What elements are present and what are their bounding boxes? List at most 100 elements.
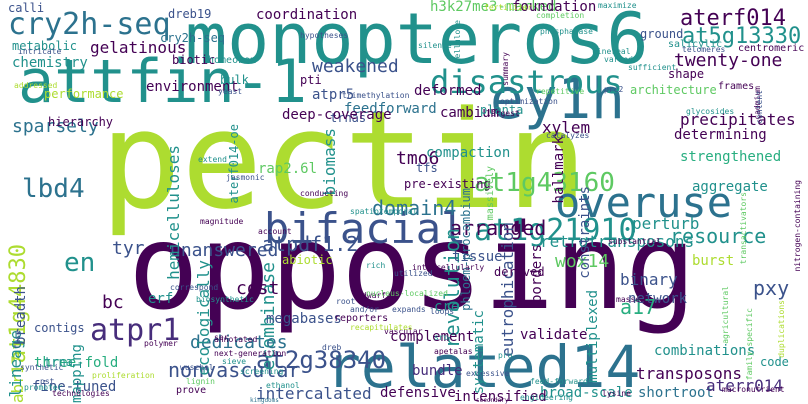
cloud-word: utilized (394, 269, 433, 278)
cloud-word: atpdf1.2 (262, 232, 359, 256)
cloud-word: technologies (52, 389, 110, 398)
cloud-word: apetalas (434, 347, 473, 356)
cloud-word: precipitates (680, 110, 796, 129)
cloud-word: hallmark (551, 136, 567, 204)
cloud-word: intricate (18, 47, 62, 56)
cloud-word: substantial (608, 237, 661, 246)
cloud-word: masse (616, 295, 641, 304)
cloud-word: cellulose (453, 20, 462, 64)
cloud-word: tfs (416, 161, 438, 175)
cloud-word: promoter (24, 383, 63, 392)
cloud-word: correspond (170, 283, 219, 292)
cloud-word: biosynthetic (196, 295, 254, 304)
cloud-word: expands (392, 305, 426, 314)
cloud-word: complement (390, 329, 475, 345)
cloud-word: family-specific (745, 308, 754, 381)
cloud-word: nonvascular (168, 358, 301, 382)
cloud-word: nucleus-localized (366, 289, 448, 298)
cloud-word: contigs (34, 321, 85, 335)
cloud-word: catalyzes (546, 131, 590, 140)
cloud-word: proliferation (92, 371, 155, 380)
cloud-word: hierarchy (48, 115, 114, 129)
cloud-word: bulk (220, 73, 249, 87)
cloud-word: maximize (598, 1, 637, 10)
cloud-word: xylem (542, 118, 591, 137)
cloud-word: root (336, 297, 356, 306)
cloud-word: tyr (112, 238, 145, 259)
cloud-word: at5g13330 (682, 24, 802, 49)
cloud-word: largest (486, 109, 520, 118)
cloud-word: shape (668, 67, 705, 81)
cloud-word: perturb (632, 214, 700, 233)
cloud-word: pti (300, 73, 322, 87)
cloud-word: synthetic (20, 363, 64, 372)
cloud-word: phosphatase (540, 27, 593, 36)
cloud-word: coordination (256, 7, 358, 23)
cloud-word: pro (498, 351, 513, 360)
cloud-word: systematic (471, 310, 487, 395)
cloud-word: completion (536, 11, 585, 20)
cloud-word: aggregate (692, 179, 768, 195)
cloud-word: conducting (300, 189, 349, 198)
cloud-word: agricultural (721, 286, 730, 344)
cloud-word: lbd4 (22, 174, 85, 204)
cloud-word: massively (485, 166, 496, 221)
cloud-word: engineering (520, 393, 573, 402)
cloud-word: burst (692, 253, 735, 269)
cloud-word: cry2h-seq (8, 7, 171, 42)
cloud-word: centromeric (738, 43, 805, 54)
cloud-word: architecture (630, 83, 717, 97)
cloud-word: ey1h (490, 67, 625, 132)
cloud-word: determining (674, 127, 767, 143)
cloud-word: cinereal (592, 47, 631, 56)
cloud-word: opposing (128, 198, 697, 336)
cloud-word: loops (430, 307, 455, 316)
cloud-word: resource (670, 224, 767, 248)
cloud-word: repetitive (536, 87, 585, 96)
cloud-word: silence (418, 41, 452, 50)
cloud-word: en (64, 248, 96, 278)
cloud-word: disastrous (430, 63, 623, 101)
cloud-word: dreb (322, 343, 342, 352)
cloud-word: code (760, 355, 789, 369)
cloud-word: deformed (414, 83, 482, 99)
cloud-word: atpr5 (312, 87, 355, 103)
cloud-word: sufficient (628, 63, 677, 72)
cloud-word: vascular (384, 327, 423, 336)
cloud-word: network (628, 291, 688, 307)
cloud-word: intracellularly (412, 263, 485, 272)
cloud-word: prc2 (604, 85, 624, 94)
cloud-word: compaction (426, 145, 511, 161)
cloud-word: nitrogen-containing (793, 180, 802, 272)
cloud-word: wox14 (555, 251, 610, 272)
cloud-word: ser (214, 333, 229, 342)
cloud-word: extend (198, 155, 227, 164)
cloud-word: ecologically (194, 260, 213, 376)
cloud-word: binary (620, 270, 678, 289)
cloud-word: optimization (500, 97, 558, 106)
cloud-word: metabolic (12, 39, 78, 53)
cloud-word: yeast (218, 87, 243, 96)
cloud-word: addressed (14, 81, 58, 90)
cloud-word: feedforward (344, 101, 437, 117)
cloud-word: attfin-1 (18, 47, 307, 117)
cloud-word: weakened (312, 56, 399, 77)
cloud-word: account (258, 227, 292, 236)
cloud-word: performance (44, 87, 124, 101)
cloud-word: reporters (334, 313, 389, 324)
cloud-word: validate (520, 327, 588, 343)
cloud-word: combinations (654, 343, 756, 359)
cloud-word: eutrophication (498, 222, 517, 357)
cloud-word: intercalated (256, 384, 372, 403)
cloud-word: bundle (412, 363, 463, 379)
cloud-word: strengthened (680, 149, 782, 165)
cloud-word: aterf014-oe (227, 124, 241, 204)
cloud-word: aterf014 (680, 6, 786, 31)
cloud-word: frames (718, 81, 755, 92)
cloud-word: summary (501, 52, 510, 86)
cloud-word: retrotransposons (540, 232, 695, 251)
cloud-word: kingdoms (250, 397, 279, 404)
cloud-word: sro (434, 333, 449, 342)
cloud-word: cost (236, 278, 280, 299)
cloud-word: aterr014 (706, 376, 784, 395)
